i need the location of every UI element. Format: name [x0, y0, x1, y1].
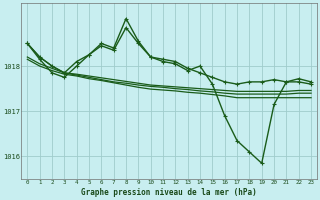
X-axis label: Graphe pression niveau de la mer (hPa): Graphe pression niveau de la mer (hPa): [81, 188, 257, 197]
